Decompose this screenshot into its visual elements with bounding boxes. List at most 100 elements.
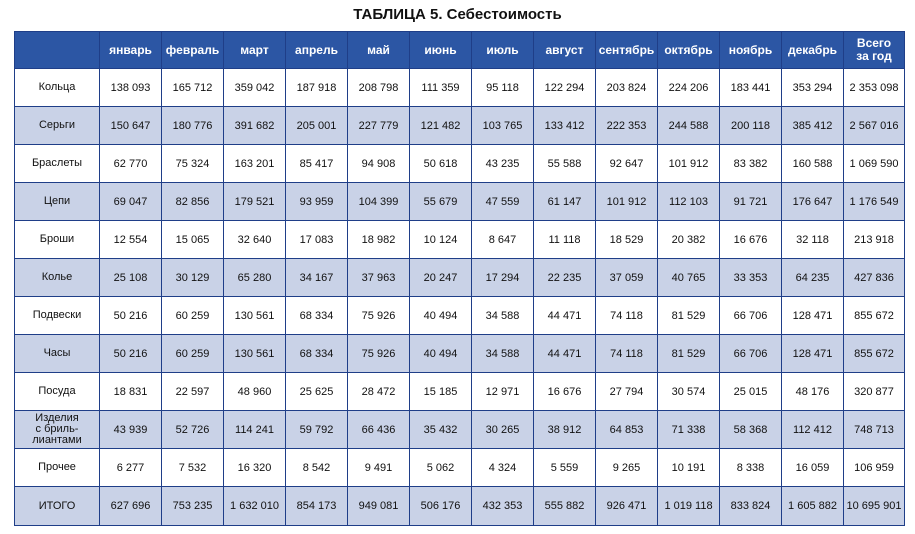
value-cell: 25 625 [285, 372, 348, 411]
value-cell: 50 216 [99, 334, 162, 373]
value-cell: 65 280 [223, 258, 286, 297]
value-cell: 122 294 [533, 68, 596, 107]
value-cell: 92 647 [595, 144, 658, 183]
value-cell: 34 588 [471, 334, 534, 373]
value-cell: 7 532 [161, 448, 224, 487]
value-cell: 163 201 [223, 144, 286, 183]
table-body: Кольца 138 093 165 712 359 042 187 918 208 79… [14, 68, 905, 526]
column-header: август [533, 31, 596, 69]
value-cell: 75 926 [347, 296, 410, 335]
value-cell: 48 176 [781, 372, 844, 411]
table-row: Изделия с бриль- лиантами 43 939 52 726 114… [14, 410, 905, 449]
value-cell: 58 368 [719, 410, 782, 449]
table-row: Часы 50 216 60 259 130 561 68 334 75 926 40 49… [14, 334, 905, 373]
value-cell: 66 706 [719, 334, 782, 373]
value-cell: 16 320 [223, 448, 286, 487]
value-cell: 52 726 [161, 410, 224, 449]
table-row: Броши 12 554 15 065 32 640 17 083 18 982 10 12… [14, 220, 905, 259]
value-cell: 66 706 [719, 296, 782, 335]
value-cell: 10 124 [409, 220, 472, 259]
year-total-cell: 427 836 [843, 258, 905, 297]
year-total-cell: 748 713 [843, 410, 905, 449]
value-cell: 47 559 [471, 182, 534, 221]
value-cell: 44 471 [533, 334, 596, 373]
value-cell: 103 765 [471, 106, 534, 145]
year-total-cell: 1 069 590 [843, 144, 905, 183]
value-cell: 179 521 [223, 182, 286, 221]
value-cell: 16 676 [533, 372, 596, 411]
value-cell: 64 235 [781, 258, 844, 297]
value-cell: 43 235 [471, 144, 534, 183]
value-cell: 165 712 [161, 68, 224, 107]
column-header: сентябрь [595, 31, 658, 69]
value-cell: 432 353 [471, 486, 534, 526]
value-cell: 27 794 [595, 372, 658, 411]
row-label: Кольца [14, 68, 100, 107]
value-cell: 94 908 [347, 144, 410, 183]
value-cell: 68 334 [285, 334, 348, 373]
value-cell: 74 118 [595, 296, 658, 335]
value-cell: 60 259 [161, 334, 224, 373]
value-cell: 75 324 [161, 144, 224, 183]
value-cell: 22 235 [533, 258, 596, 297]
value-cell: 11 118 [533, 220, 596, 259]
value-cell: 48 960 [223, 372, 286, 411]
value-cell: 38 912 [533, 410, 596, 449]
value-cell: 60 259 [161, 296, 224, 335]
year-total-cell: 2 353 098 [843, 68, 905, 107]
value-cell: 35 432 [409, 410, 472, 449]
column-header: апрель [285, 31, 348, 69]
table-title: ТАБЛИЦА 5. Себестоимость [353, 6, 562, 23]
value-cell: 753 235 [161, 486, 224, 526]
value-cell: 15 185 [409, 372, 472, 411]
value-cell: 50 216 [99, 296, 162, 335]
value-cell: 104 399 [347, 182, 410, 221]
value-cell: 222 353 [595, 106, 658, 145]
value-cell: 95 118 [471, 68, 534, 107]
column-header: июль [471, 31, 534, 69]
table-row: Колье 25 108 30 129 65 280 34 167 37 963 20 24… [14, 258, 905, 297]
value-cell: 1 019 118 [657, 486, 720, 526]
value-cell: 85 417 [285, 144, 348, 183]
value-cell: 55 588 [533, 144, 596, 183]
table-row: Серьги 150 647 180 776 391 682 205 001 227 77… [14, 106, 905, 145]
value-cell: 91 721 [719, 182, 782, 221]
value-cell: 128 471 [781, 296, 844, 335]
value-cell: 112 103 [657, 182, 720, 221]
value-cell: 8 338 [719, 448, 782, 487]
value-cell: 359 042 [223, 68, 286, 107]
value-cell: 17 294 [471, 258, 534, 297]
value-cell: 12 554 [99, 220, 162, 259]
value-cell: 200 118 [719, 106, 782, 145]
row-label: Цепи [14, 182, 100, 221]
value-cell: 187 918 [285, 68, 348, 107]
value-cell: 506 176 [409, 486, 472, 526]
value-cell: 160 588 [781, 144, 844, 183]
value-cell: 61 147 [533, 182, 596, 221]
row-label: Прочее [14, 448, 100, 487]
value-cell: 30 574 [657, 372, 720, 411]
value-cell: 18 831 [99, 372, 162, 411]
value-cell: 1 632 010 [223, 486, 286, 526]
value-cell: 82 856 [161, 182, 224, 221]
value-cell: 353 294 [781, 68, 844, 107]
table-row: Браслеты 62 770 75 324 163 201 85 417 94 908 5… [14, 144, 905, 183]
value-cell: 43 939 [99, 410, 162, 449]
year-total-cell: 106 959 [843, 448, 905, 487]
row-label: ИТОГО [14, 486, 100, 526]
value-cell: 121 482 [409, 106, 472, 145]
row-label: Браслеты [14, 144, 100, 183]
header-corner-cell [14, 31, 100, 69]
value-cell: 12 971 [471, 372, 534, 411]
table-row: Подвески 50 216 60 259 130 561 68 334 75 926 4… [14, 296, 905, 335]
value-cell: 854 173 [285, 486, 348, 526]
table-row: Кольца 138 093 165 712 359 042 187 918 208 79… [14, 68, 905, 107]
column-header: Всего за год [843, 31, 905, 69]
value-cell: 18 529 [595, 220, 658, 259]
value-cell: 30 265 [471, 410, 534, 449]
value-cell: 203 824 [595, 68, 658, 107]
row-label: Колье [14, 258, 100, 297]
value-cell: 83 382 [719, 144, 782, 183]
row-label: Посуда [14, 372, 100, 411]
value-cell: 17 083 [285, 220, 348, 259]
